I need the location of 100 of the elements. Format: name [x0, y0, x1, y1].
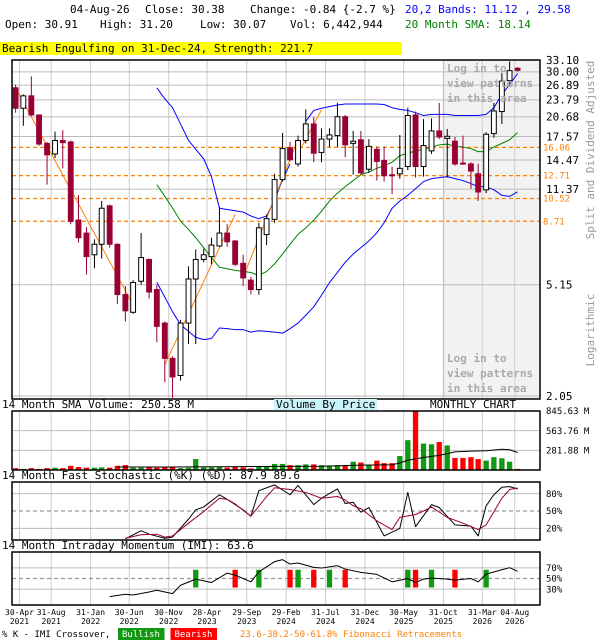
legend-title: % K - IMI Crossover,	[2, 630, 110, 640]
candlestick	[389, 166, 396, 195]
text: Vol: 6,442,944	[290, 18, 384, 31]
bar	[483, 460, 489, 470]
candlestick	[460, 135, 466, 166]
x-tick-label: 29-Sep 2023	[232, 608, 262, 626]
y-tick-label: 50%	[546, 507, 563, 518]
text: 23.6-38.2-50-61.8% Fibonacci Retracements	[240, 630, 462, 640]
y-tick-label: 30.00	[546, 66, 580, 79]
chart-title: 04-Aug-26	[70, 3, 130, 16]
text: Open: 30.91	[5, 18, 78, 31]
annotation: Log in to view patterns in this area	[447, 352, 534, 395]
candlestick	[444, 128, 450, 178]
y-tick-label: 17.57	[546, 130, 580, 144]
y-axis-title: Split and Dividend Adjusted	[584, 60, 597, 240]
candlestick	[232, 240, 238, 267]
y-tick-label: 70%	[546, 564, 563, 574]
candlestick	[350, 130, 356, 176]
candlestick	[200, 248, 207, 263]
bar	[491, 457, 497, 470]
candlestick	[428, 118, 434, 155]
y-tick-label: 14.47	[546, 154, 580, 167]
candlestick	[452, 136, 458, 166]
candlestick	[84, 226, 90, 276]
ref-line-label: 12.71	[543, 172, 570, 182]
y-tick-label: 26.89	[546, 78, 580, 92]
text: Change: -0.84 {-2.7 %}	[250, 3, 396, 16]
x-tick-label: 30-Jun 2022	[114, 608, 144, 626]
y-tick-label: 33.10	[546, 54, 580, 67]
candlestick	[287, 141, 293, 162]
chart-title: 14 Month SMA Volume: 250.58 M	[2, 398, 194, 411]
bar	[405, 440, 410, 470]
candlestick	[138, 232, 144, 286]
candlestick	[122, 285, 128, 322]
candlestick	[334, 102, 340, 148]
candlestick	[248, 276, 254, 296]
bar	[436, 442, 442, 470]
candlestick	[20, 94, 26, 126]
candlestick	[326, 128, 332, 148]
x-tick-label: 31-Jul 2024	[311, 608, 340, 626]
text: Close: 30.38	[145, 3, 224, 16]
annotation: Volume By Price	[276, 398, 376, 411]
text: Bullish	[122, 630, 160, 640]
candlestick	[224, 224, 230, 248]
y-tick-label: 23.79	[546, 94, 580, 107]
candlestick	[44, 141, 50, 186]
candlestick	[318, 128, 324, 163]
y-tick-label: 30%	[546, 585, 563, 596]
candlestick	[12, 84, 19, 114]
bar	[444, 445, 450, 470]
y-tick-label: 20.68	[546, 110, 580, 124]
bar	[468, 457, 474, 470]
ref-line-label: 10.52	[543, 194, 570, 204]
x-tick-label: 30-May 2025	[389, 608, 418, 626]
x-tick-label: 28-Apr 2023	[192, 608, 222, 626]
candlestick	[60, 130, 66, 169]
candlestick	[216, 206, 222, 248]
x-tick-label: 31-Dec 2024	[350, 608, 380, 626]
text: Low: 30.07	[200, 18, 266, 31]
candlestick	[302, 108, 309, 144]
candlestick	[420, 118, 426, 178]
text: Logarithmic	[584, 294, 597, 366]
y-tick-label: 20%	[546, 524, 563, 535]
candlestick	[468, 162, 474, 190]
y-tick-label: 50%	[546, 574, 563, 585]
y-tick-label: 11.37	[546, 182, 580, 196]
x-tick-label: 30-Apr 2021	[5, 608, 34, 626]
line-series	[116, 448, 518, 468]
candlestick	[475, 163, 482, 202]
y-tick-label: 845.63 M	[546, 407, 590, 418]
x-tick-label: 31-Aug 2021	[36, 608, 66, 626]
candlestick	[240, 254, 246, 286]
x-tick-label: 31-Jan 2022	[76, 608, 106, 626]
candlestick	[208, 237, 214, 265]
bar	[366, 465, 372, 470]
x-tick-label: 30-Nov 2022	[154, 608, 184, 626]
x-tick-label: 04-Aug 2026	[500, 608, 530, 626]
y-tick-label: 5.15	[546, 278, 572, 292]
ref-line-label: 8.71	[543, 217, 565, 228]
annotation: MONTHLY CHART	[430, 398, 516, 411]
bar	[397, 456, 402, 470]
y-tick-label: 80%	[546, 490, 563, 500]
bar	[506, 462, 512, 470]
bar	[193, 459, 198, 470]
text: 20,2 Bands: 11.12 , 29.58	[405, 3, 571, 16]
candlestick	[396, 134, 403, 180]
candlestick	[170, 356, 176, 398]
chart-title: 14 Month Fast Stochastic (%K) (%D): 87.9 89.6	[2, 469, 300, 482]
candlestick	[295, 135, 301, 168]
bar	[499, 458, 505, 470]
candlestick	[490, 102, 497, 138]
x-tick-label: 31-Mar 2026	[468, 608, 497, 626]
x-tick-label: 29-Feb 2024	[272, 608, 301, 626]
ref-line-label: 16.06	[543, 143, 570, 154]
chart-title: 14 Month Intraday Momentum (IMI): 63.6	[2, 539, 254, 552]
line-series	[109, 559, 518, 598]
y-tick-label: 281.88 M	[546, 446, 590, 456]
candlestick	[436, 102, 442, 140]
bar	[412, 411, 418, 470]
x-tick-label: 31-Oct 2025	[428, 608, 458, 626]
